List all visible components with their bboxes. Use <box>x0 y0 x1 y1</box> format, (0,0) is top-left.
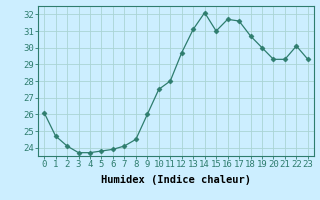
X-axis label: Humidex (Indice chaleur): Humidex (Indice chaleur) <box>101 175 251 185</box>
